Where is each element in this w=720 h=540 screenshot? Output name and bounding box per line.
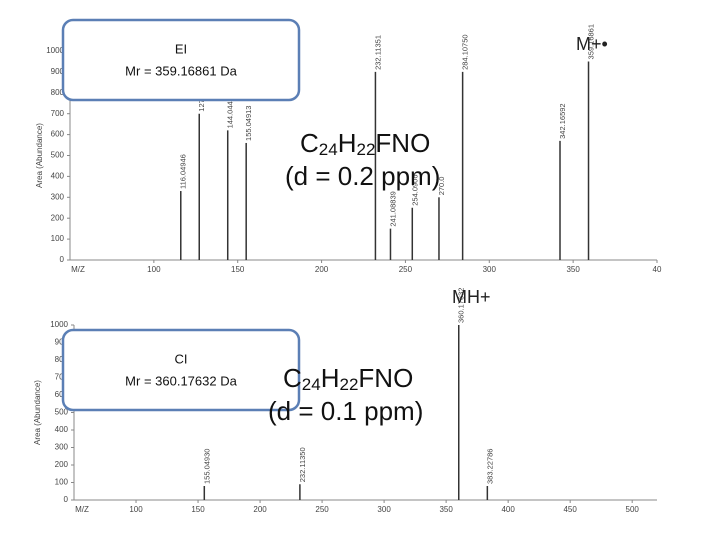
y-tick-label: 300 (55, 443, 69, 452)
peak-label: 359.16861 (587, 24, 596, 59)
method-label: EI (175, 41, 187, 56)
y-axis-label: Area (Abundance) (35, 123, 44, 188)
x-axis-label: M/Z (75, 505, 89, 514)
peak-label: 116.04946 (179, 154, 188, 189)
formula-part: 24 (302, 375, 321, 394)
x-tick-label: 250 (399, 265, 413, 274)
peak-label: 155.04913 (244, 106, 253, 141)
y-tick-label: 500 (51, 151, 65, 160)
y-tick-label: 600 (55, 390, 69, 399)
y-tick-label: 100 (51, 234, 65, 243)
formula-part: H (321, 363, 340, 393)
y-tick-label: 600 (51, 130, 65, 139)
x-tick-label: 250 (315, 505, 329, 514)
x-tick-label: 100 (147, 265, 161, 274)
formula: C24H22FNO (283, 363, 413, 394)
formula-part: C (300, 128, 319, 158)
y-tick-label: 300 (51, 192, 65, 201)
x-tick-label: 300 (483, 265, 497, 274)
mass-note: Mr = 359.16861 Da (125, 63, 237, 78)
error-note: (d = 0.1 ppm) (268, 396, 423, 426)
x-tick-label: 350 (439, 505, 453, 514)
x-tick-label: 40 (653, 265, 662, 274)
formula-part: 22 (356, 140, 375, 159)
formula-part: 24 (319, 140, 338, 159)
x-tick-label: 450 (563, 505, 577, 514)
x-axis-label: M/Z (71, 265, 85, 274)
y-tick-label: 200 (55, 460, 69, 469)
formula-part: FNO (358, 363, 413, 393)
peak-label: 342.16592 (558, 103, 567, 138)
peak-label: 254.0906 (410, 174, 419, 205)
y-tick-label: 400 (51, 172, 65, 181)
peak-label: 144.04439 (226, 93, 235, 128)
peak-label: 270.0 (437, 177, 446, 196)
x-tick-label: 100 (129, 505, 143, 514)
x-tick-label: 150 (191, 505, 205, 514)
y-tick-label: 900 (51, 67, 65, 76)
peak-label: 284.10750 (461, 34, 470, 69)
y-tick-label: 800 (51, 88, 65, 97)
x-tick-label: 350 (566, 265, 580, 274)
y-tick-label: 200 (51, 213, 65, 222)
x-tick-label: 200 (315, 265, 329, 274)
formula-part: FNO (375, 128, 430, 158)
peak-label: 383.22786 (485, 449, 494, 484)
y-tick-label: 700 (55, 373, 69, 382)
y-tick-label: 1000 (50, 320, 68, 329)
mass-note: Mr = 360.17632 Da (125, 373, 237, 388)
y-tick-label: 400 (55, 425, 69, 434)
y-tick-label: 100 (55, 478, 69, 487)
y-tick-label: 1000 (46, 46, 64, 55)
y-tick-label: 500 (55, 408, 69, 417)
callout-box (61, 18, 301, 102)
x-tick-label: 400 (501, 505, 515, 514)
x-tick-label: 200 (253, 505, 267, 514)
y-tick-label: 900 (55, 338, 69, 347)
error-note: (d = 0.2 ppm) (285, 161, 440, 191)
x-tick-label: 300 (377, 505, 391, 514)
y-tick-label: 700 (51, 109, 65, 118)
method-label: CI (175, 351, 188, 366)
y-tick-label: 0 (64, 495, 69, 504)
peak-label: 241.08839 (388, 191, 397, 226)
ion-label: MH+ (452, 287, 491, 307)
y-tick-label: 0 (60, 255, 65, 264)
peak-label: 232.11351 (373, 35, 382, 70)
ion-label: M+• (576, 34, 608, 54)
formula-part: C (283, 363, 302, 393)
formula: C24H22FNO (300, 128, 430, 159)
y-axis-label: Area (Abundance) (33, 380, 42, 445)
peak-label: 232.11350 (298, 447, 307, 482)
x-tick-label: 500 (626, 505, 640, 514)
callout-box (61, 328, 301, 412)
peak-label: 155.04930 (202, 449, 211, 484)
formula-part: H (338, 128, 357, 158)
peak-label: 360.17632 (457, 288, 466, 323)
formula-part: 22 (339, 375, 358, 394)
y-tick-label: 800 (55, 355, 69, 364)
x-tick-label: 150 (231, 265, 245, 274)
